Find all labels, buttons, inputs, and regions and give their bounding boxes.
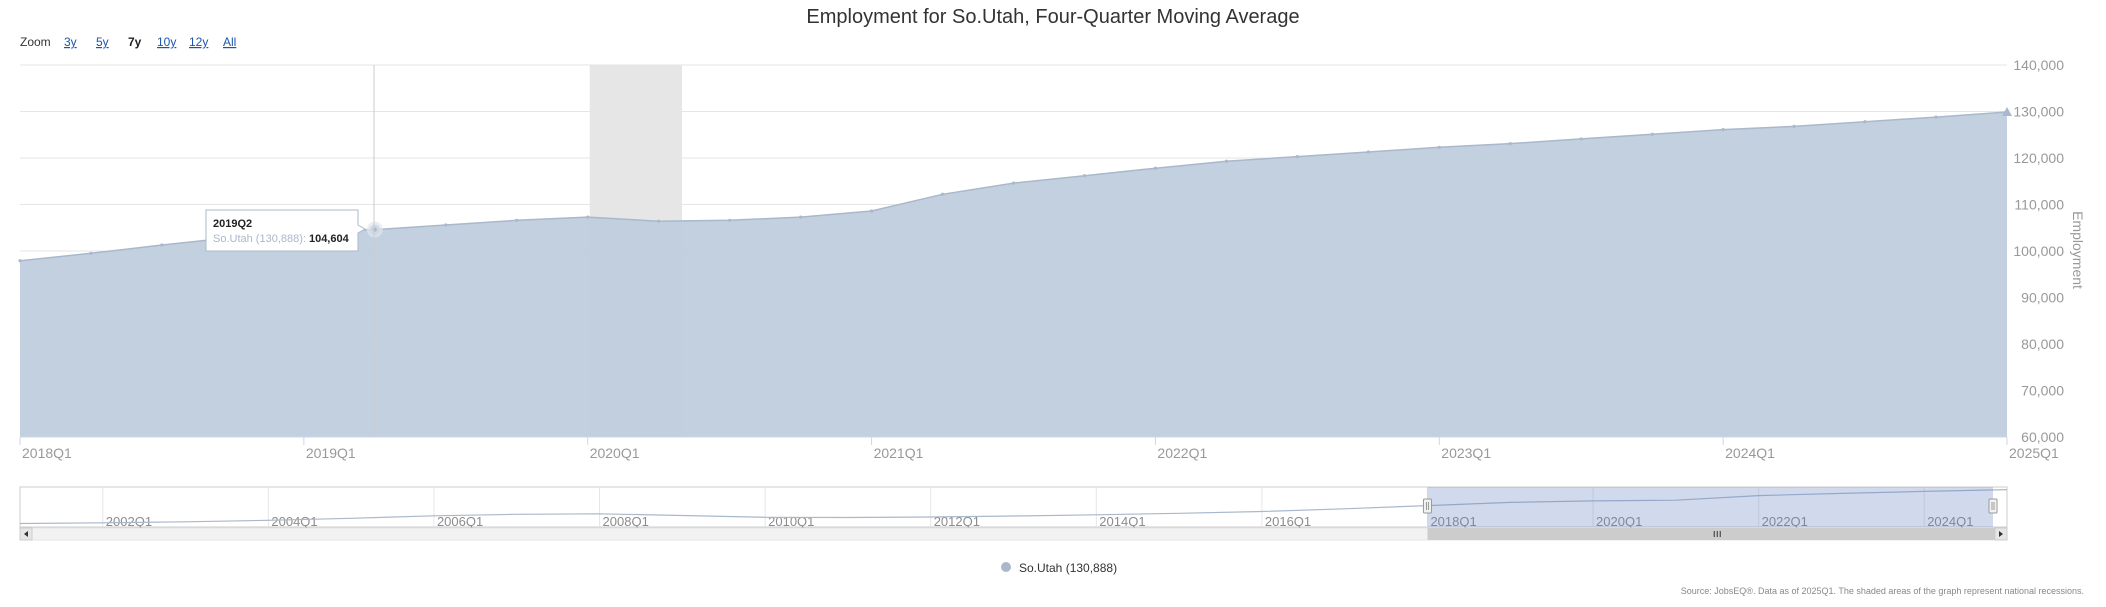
- zoom-all-button[interactable]: All: [223, 35, 236, 49]
- data-point-marker: [1366, 150, 1370, 154]
- y-tick-label: 70,000: [2021, 383, 2064, 399]
- chart-title: Employment for So.Utah, Four-Quarter Mov…: [806, 6, 1299, 28]
- data-point-marker: [1011, 181, 1016, 185]
- navigator-tick-label: 2004Q1: [271, 514, 317, 529]
- x-axis-ticks: 2018Q1 2019Q1 2020Q1 2021Q1 2022Q1 2023Q1 2024…: [19, 436, 2059, 461]
- y-tick-label: 80,000: [2021, 336, 2064, 352]
- data-point-marker: [1721, 128, 1725, 132]
- tooltip-title: 2019Q2: [213, 218, 252, 230]
- y-tick-label: 60,000: [2021, 429, 2064, 445]
- data-point-marker: [2002, 106, 2012, 116]
- series-area[interactable]: [19, 111, 2008, 437]
- x-tick-label: 2019Q1: [306, 445, 356, 461]
- data-point-marker: [1508, 141, 1512, 146]
- x-tick-label: 2018Q1: [22, 445, 72, 461]
- x-tick-label: 2022Q1: [1157, 445, 1207, 461]
- data-point-marker: [728, 218, 732, 222]
- tooltip-value: 104,604: [309, 233, 350, 245]
- data-point-marker: [18, 259, 22, 263]
- tooltip: 2019Q2 So.Utah (130,888): 104,604: [205, 209, 367, 252]
- navigator-frame: [19, 486, 2008, 528]
- tooltip-series: So.Utah (130,888):: [213, 233, 306, 245]
- navigator-tick-label: 2012Q1: [934, 514, 980, 529]
- x-tick-label: 2025Q1: [2009, 445, 2059, 461]
- data-point-marker: [160, 243, 164, 247]
- data-point-marker: [799, 215, 803, 219]
- zoom-12y-button[interactable]: 12y: [189, 35, 208, 49]
- x-tick-label: 2024Q1: [1725, 445, 1775, 461]
- data-point-marker: [515, 218, 519, 222]
- y-tick-label: 90,000: [2021, 290, 2064, 306]
- navigator-tick-label: 2018Q1: [1430, 514, 1476, 529]
- data-point-marker: [1295, 155, 1299, 159]
- source-note: Source: JobsEQ®. Data as of 2025Q1. The …: [1681, 586, 2084, 596]
- navigator-tick-label: 2014Q1: [1099, 514, 1145, 529]
- y-axis-ticks: 60,000 70,000 80,000 90,000 100,000 110,000 12…: [2013, 57, 2064, 445]
- series-markers: [18, 106, 2012, 263]
- data-point-marker: [869, 209, 874, 213]
- legend-marker: [1001, 562, 1011, 572]
- zoom-bar: Zoom 3y 5y 7y 10y 12y All: [20, 35, 236, 49]
- y-tick-label: 110,000: [2014, 197, 2064, 213]
- zoom-10y-button[interactable]: 10y: [157, 35, 176, 49]
- data-point-marker: [1224, 159, 1228, 163]
- data-point-marker: [1437, 145, 1441, 149]
- data-point-marker: [1579, 137, 1583, 141]
- y-tick-label: 130,000: [2013, 104, 2064, 120]
- y-tick-label: 100,000: [2013, 243, 2064, 259]
- navigator-handle[interactable]: [1988, 498, 1998, 514]
- data-point-marker: [1934, 115, 1938, 119]
- navigator-tick-label: 2022Q1: [1762, 514, 1808, 529]
- navigator-tick-label: 2020Q1: [1596, 514, 1642, 529]
- zoom-3y-button[interactable]: 3y: [64, 35, 77, 49]
- navigator-tick-label: 2016Q1: [1265, 514, 1311, 529]
- navigator[interactable]: 2002Q1 2004Q1 2006Q1 2008Q1 2010Q1 2012Q1 2014…: [19, 486, 2008, 541]
- arrow-left-icon: [24, 531, 28, 537]
- data-point-marker: [1153, 166, 1158, 170]
- navigator-tick-label: 2002Q1: [106, 514, 152, 529]
- navigator-tick-label: 2010Q1: [768, 514, 814, 529]
- x-tick-label: 2023Q1: [1441, 445, 1491, 461]
- data-point-marker: [586, 215, 590, 219]
- navigator-series-line: [19, 489, 2008, 525]
- data-point-marker: [1650, 132, 1654, 136]
- x-tick-label: 2021Q1: [874, 445, 924, 461]
- series-area-fill: [20, 112, 2007, 437]
- data-point-marker: [1792, 124, 1796, 128]
- navigator-selection[interactable]: [1427, 487, 1993, 527]
- legend-label[interactable]: So.Utah (130,888): [1019, 561, 1117, 575]
- arrow-right-icon: [1999, 531, 2003, 537]
- data-point-marker: [940, 192, 945, 196]
- x-tick-label: 2020Q1: [590, 445, 640, 461]
- zoom-label: Zoom: [20, 35, 51, 49]
- data-point-marker: [366, 221, 383, 238]
- zoom-7y-button[interactable]: 7y: [128, 35, 142, 49]
- legend[interactable]: So.Utah (130,888): [1001, 561, 1117, 575]
- data-point-marker: [444, 223, 448, 227]
- y-tick-label: 120,000: [2013, 150, 2064, 166]
- zoom-5y-button[interactable]: 5y: [96, 35, 109, 49]
- data-point-marker: [657, 219, 661, 223]
- y-axis-label: Employment: [2070, 211, 2086, 289]
- navigator-tick-label: 2024Q1: [1927, 514, 1973, 529]
- tooltip-line: So.Utah (130,888): 104,604: [213, 233, 350, 245]
- data-point-marker: [1863, 120, 1867, 124]
- navigator-handle[interactable]: [1422, 498, 1432, 514]
- tooltip-box: [205, 209, 367, 252]
- navigator-tick-label: 2006Q1: [437, 514, 483, 529]
- y-tick-label: 140,000: [2013, 57, 2064, 73]
- data-point-marker: [1082, 174, 1087, 178]
- navigator-tick-label: 2008Q1: [603, 514, 649, 529]
- data-point-marker: [89, 251, 93, 255]
